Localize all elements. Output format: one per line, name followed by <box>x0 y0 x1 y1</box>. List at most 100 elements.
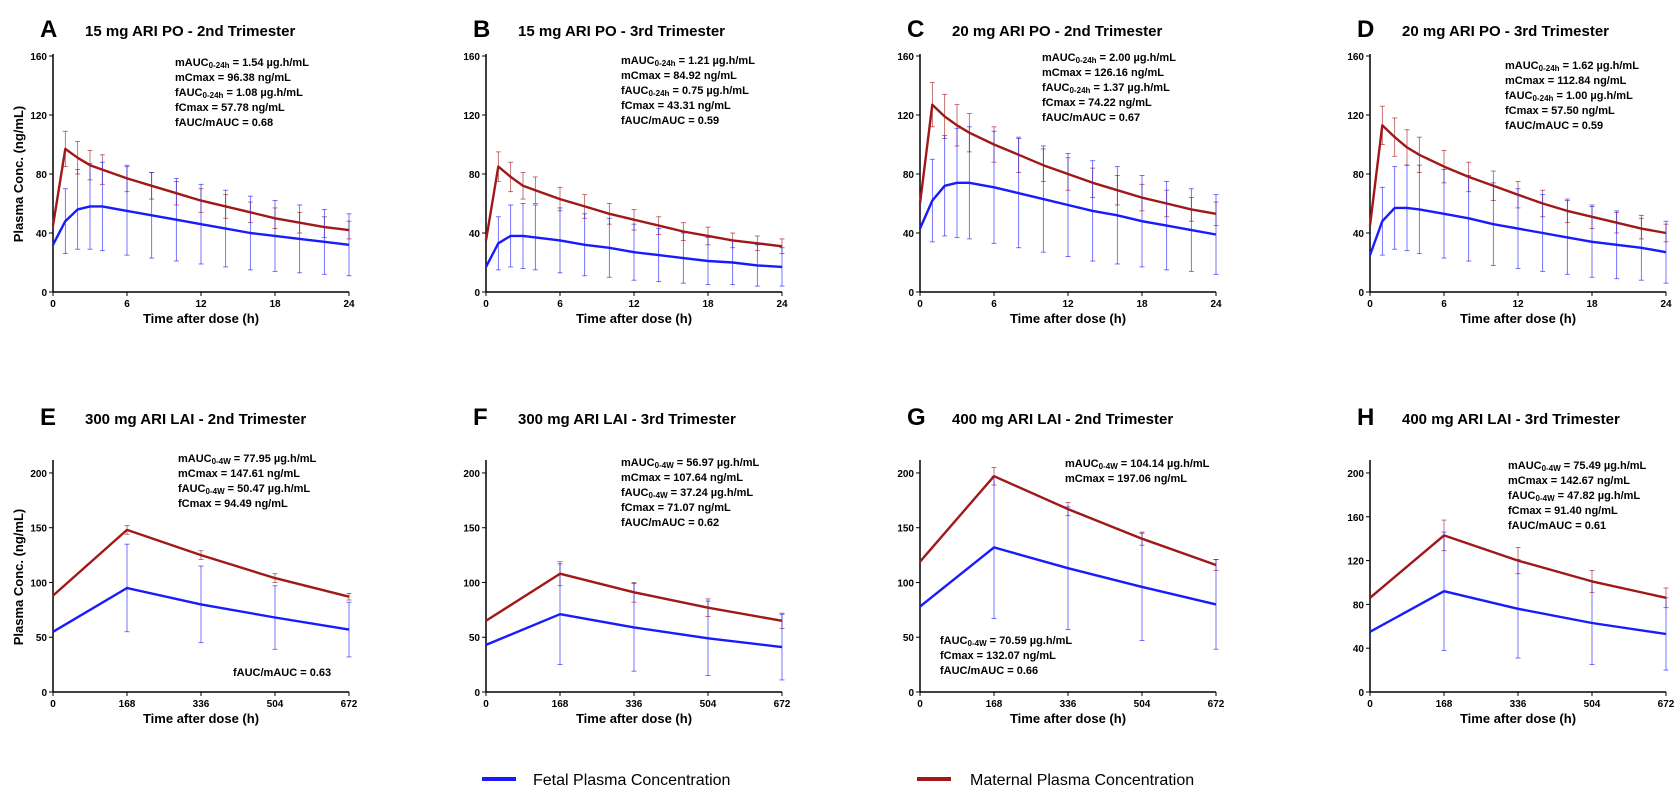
x-tick-label: 18 <box>702 299 714 310</box>
y-tick-label: 80 <box>1353 600 1365 611</box>
pk-annotation: fAUC/mAUC = 0.61 <box>1508 520 1606 532</box>
y-tick-label: 150 <box>463 524 480 535</box>
panel-title: 15 mg ARI PO - 2nd Trimester <box>85 23 295 40</box>
y-tick-label: 80 <box>1353 170 1365 181</box>
x-axis-label: Time after dose (h) <box>1460 711 1576 726</box>
y-tick-label: 100 <box>30 578 47 589</box>
pk-annotation: fCmax = 132.07 ng/mL <box>940 650 1056 662</box>
pk-annotation: fCmax = 94.49 ng/mL <box>178 498 288 510</box>
y-tick-label: 50 <box>36 633 48 644</box>
x-tick-label: 672 <box>1208 699 1225 710</box>
panel-letter: D <box>1357 16 1374 43</box>
panel-h: H 400 mg ARI LAI - 3rd Trimester 0 40 80 120 1… <box>1347 404 1674 726</box>
line-fetal <box>919 546 1217 608</box>
panel-title: 300 mg ARI LAI - 3rd Trimester <box>518 411 736 428</box>
y-tick-label: 40 <box>1353 644 1365 655</box>
pk-annotation: fAUC/mAUC = 0.63 <box>233 667 331 679</box>
x-tick-label: 6 <box>557 299 563 310</box>
y-tick-label: 200 <box>463 469 480 480</box>
pk-annotation: mAUC0-24h = 2.00 µg.h/mL <box>1042 52 1176 65</box>
panel-letter: A <box>40 16 57 43</box>
y-tick-label: 50 <box>903 633 915 644</box>
x-tick-label: 0 <box>50 699 56 710</box>
pk-annotation: fAUC/mAUC = 0.66 <box>940 665 1038 677</box>
y-tick-label: 160 <box>30 52 47 63</box>
series-maternal <box>1441 519 1669 609</box>
pk-annotation: fAUC/mAUC = 0.62 <box>621 517 719 529</box>
y-tick-label: 120 <box>1347 111 1364 122</box>
panel-e: E 300 mg ARI LAI - 2nd Trimester 0 50 100 150… <box>11 404 358 726</box>
pk-annotation: fAUC0-24h = 0.75 µg.h/mL <box>621 85 749 98</box>
panel-title: 400 mg ARI LAI - 2nd Trimester <box>952 411 1173 428</box>
x-tick-label: 0 <box>917 699 923 710</box>
pk-annotation: fAUC0-4W = 50.47 µg.h/mL <box>178 483 310 496</box>
series-fetal <box>1441 531 1669 671</box>
pk-annotation: fCmax = 57.50 ng/mL <box>1505 105 1615 117</box>
pk-annotation: fCmax = 71.07 ng/mL <box>621 502 731 514</box>
panel-letter: B <box>473 16 490 43</box>
y-tick-label: 100 <box>463 578 480 589</box>
x-tick-label: 24 <box>1660 299 1672 310</box>
y-tick-label: 0 <box>1358 688 1364 699</box>
y-tick-label: 160 <box>1347 52 1364 63</box>
x-tick-label: 12 <box>1062 299 1074 310</box>
line-maternal <box>918 103 1217 215</box>
x-axis-label: Time after dose (h) <box>1010 711 1126 726</box>
pk-annotation: mAUC0-4W = 75.49 µg.h/mL <box>1508 460 1647 473</box>
pk-annotation: mCmax = 126.16 ng/mL <box>1042 67 1164 79</box>
x-tick-label: 0 <box>50 299 56 310</box>
x-axis-label: Time after dose (h) <box>1460 311 1576 326</box>
pk-annotation: mCmax = 142.67 ng/mL <box>1508 475 1630 487</box>
x-tick-label: 168 <box>1436 699 1453 710</box>
x-tick-label: 504 <box>1134 699 1151 710</box>
x-tick-label: 168 <box>552 699 569 710</box>
pk-annotation: mAUC0-24h = 1.54 µg.h/mL <box>175 57 309 70</box>
x-axis-label: Time after dose (h) <box>576 711 692 726</box>
pk-annotation: mCmax = 147.61 ng/mL <box>178 468 300 480</box>
panel-a: A 15 mg ARI PO - 2nd Trimester04080120160… <box>11 16 355 326</box>
y-tick-label: 200 <box>30 469 47 480</box>
y-tick-label: 160 <box>1347 513 1364 524</box>
line-maternal <box>52 528 350 598</box>
y-tick-label: 50 <box>469 633 481 644</box>
y-tick-label: 40 <box>469 229 481 240</box>
y-tick-label: 0 <box>474 688 480 699</box>
panel-letter: C <box>907 16 924 43</box>
y-tick-label: 200 <box>1347 469 1364 480</box>
panel-title: 400 mg ARI LAI - 3rd Trimester <box>1402 411 1620 428</box>
y-tick-label: 150 <box>897 524 914 535</box>
panel-b: B 15 mg ARI PO - 3rd Trimester04080120160… <box>463 16 788 326</box>
x-tick-label: 0 <box>483 299 489 310</box>
y-tick-label: 100 <box>897 578 914 589</box>
panel-d: D 20 mg ARI PO - 3rd Trimester04080120160… <box>1347 16 1672 326</box>
x-tick-label: 24 <box>343 299 355 310</box>
panel-letter: G <box>907 404 926 431</box>
y-tick-label: 160 <box>463 52 480 63</box>
line-fetal <box>484 234 783 269</box>
panel-c: C 20 mg ARI PO - 2nd Trimester04080120160… <box>897 16 1222 326</box>
y-tick-label: 0 <box>908 688 914 699</box>
x-tick-label: 6 <box>124 299 130 310</box>
x-tick-label: 168 <box>986 699 1003 710</box>
y-tick-label: 80 <box>36 170 48 181</box>
panels: A 15 mg ARI PO - 2nd Trimester04080120160… <box>11 16 1675 726</box>
x-tick-label: 24 <box>1210 299 1222 310</box>
series-fetal <box>929 126 1219 275</box>
pk-annotation: fAUC0-24h = 1.37 µg.h/mL <box>1042 82 1170 95</box>
line-maternal <box>1369 534 1667 599</box>
pk-annotation: fAUC/mAUC = 0.67 <box>1042 112 1140 124</box>
x-axis-label: Time after dose (h) <box>1010 311 1126 326</box>
series-fetal <box>62 161 352 277</box>
x-tick-label: 168 <box>119 699 136 710</box>
x-axis-label: Time after dose (h) <box>143 311 259 326</box>
x-tick-label: 6 <box>1441 299 1447 310</box>
pk-annotation: fAUC0-4W = 37.24 µg.h/mL <box>621 487 753 500</box>
pk-annotation: fCmax = 57.78 ng/mL <box>175 102 285 114</box>
pk-annotation: mCmax = 197.06 ng/mL <box>1065 473 1187 485</box>
series-fetal <box>495 203 785 287</box>
x-tick-label: 18 <box>269 299 281 310</box>
series-maternal <box>62 130 352 240</box>
line-fetal <box>485 613 783 649</box>
pk-annotation: fAUC/mAUC = 0.68 <box>175 117 273 129</box>
x-tick-label: 336 <box>1510 699 1527 710</box>
